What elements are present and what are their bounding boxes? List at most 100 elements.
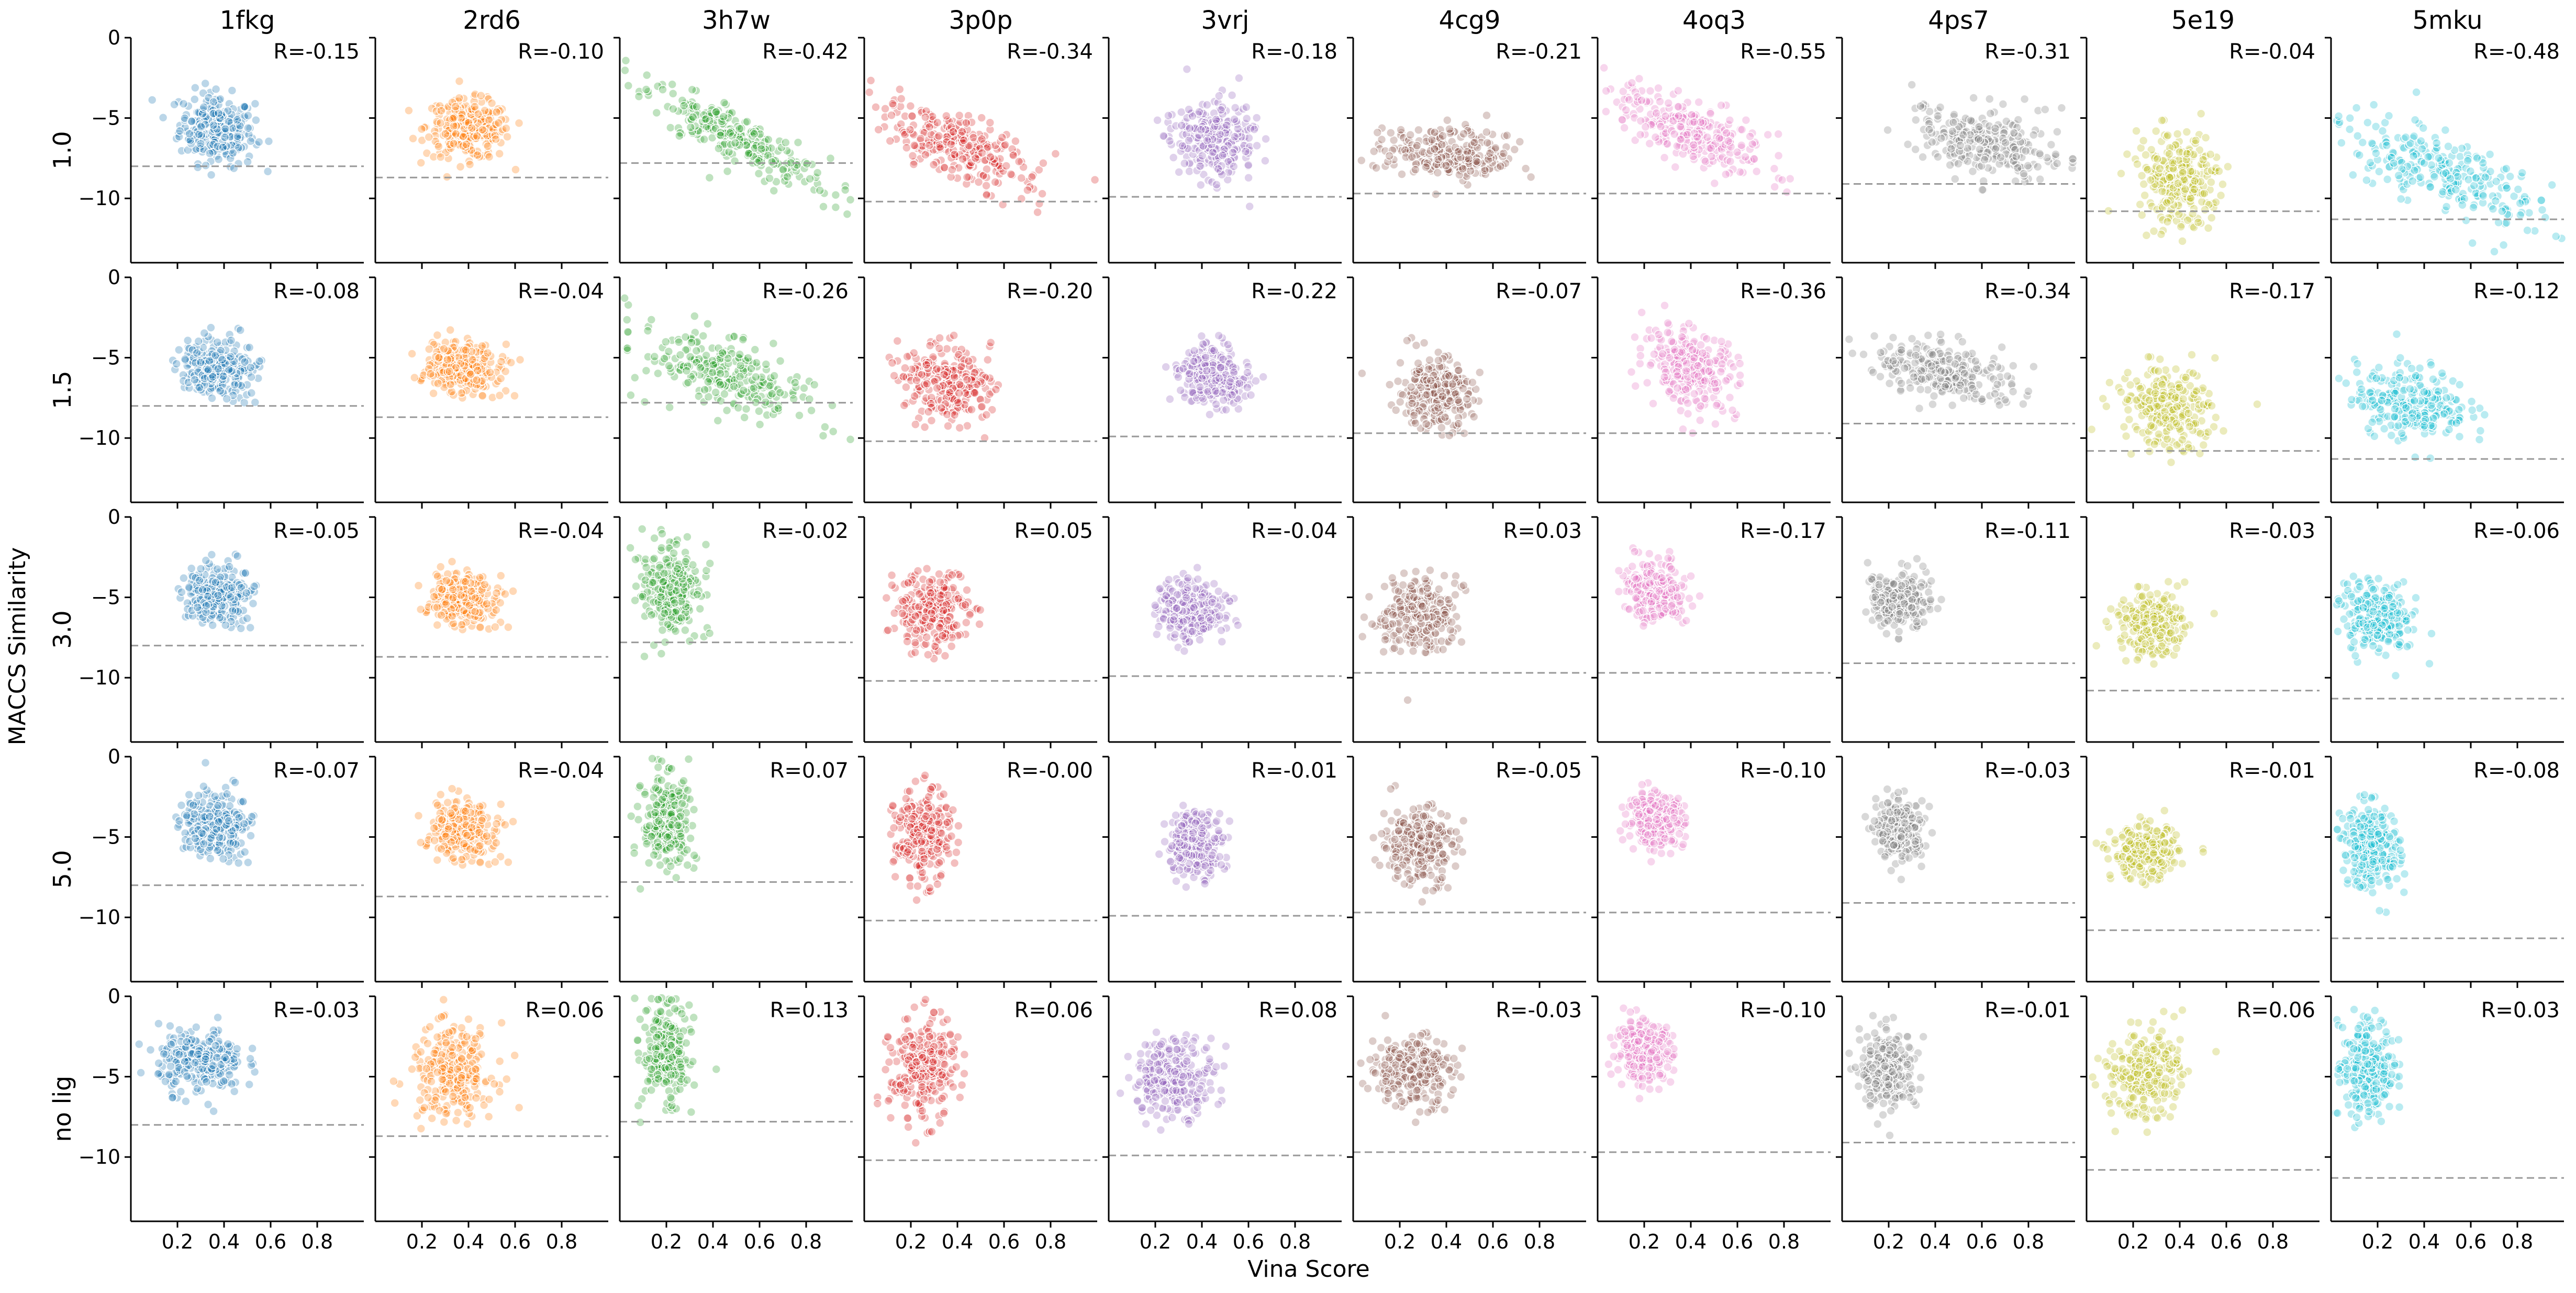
data-point [199, 103, 208, 111]
y-tick-label: 0 [108, 26, 120, 49]
correlation-label: R=-0.10 [518, 40, 604, 64]
data-point [755, 170, 763, 178]
data-point [244, 124, 252, 132]
data-point [622, 57, 630, 65]
panel-grid: 1fkg 2rd6 3h7w 3p0p 3vrj 4cg9 4oq3 4ps7 5e19 5mku… [48, 6, 2566, 1253]
data-point [659, 85, 667, 94]
data-point [202, 161, 210, 170]
data-point [462, 140, 471, 149]
data-point [493, 108, 501, 116]
data-point [229, 149, 237, 157]
data-point [159, 114, 168, 122]
data-point [251, 99, 259, 108]
data-point [705, 174, 713, 182]
data-point [207, 171, 216, 179]
data-point [485, 153, 494, 161]
data-point [494, 119, 503, 127]
row-label: 1.0 [48, 131, 76, 169]
data-point [843, 210, 851, 218]
data-point [197, 122, 205, 131]
data-point [437, 153, 445, 161]
column-title: 2rd6 [463, 6, 520, 35]
data-point [240, 103, 249, 111]
data-point [255, 138, 263, 146]
data-point [212, 85, 220, 93]
data-point [652, 109, 661, 117]
data-point [191, 95, 199, 104]
column-title: 3p0p [949, 6, 1012, 35]
data-point [473, 132, 481, 140]
data-point [221, 133, 229, 141]
y-tick-label: −5 [91, 107, 120, 130]
data-point [195, 130, 203, 139]
row-label: 1.5 [48, 370, 76, 409]
data-point [209, 121, 218, 129]
data-point [180, 99, 188, 108]
data-point [467, 124, 476, 132]
data-point [624, 82, 632, 90]
data-point [437, 119, 445, 127]
data-point [409, 134, 417, 143]
data-point [621, 66, 629, 75]
data-point [495, 150, 504, 158]
data-point [502, 124, 510, 132]
data-point [669, 89, 677, 98]
data-point [731, 157, 739, 165]
data-point [221, 125, 229, 133]
data-point [201, 80, 209, 88]
data-point [723, 167, 732, 175]
data-point [434, 142, 443, 151]
data-point [635, 92, 643, 100]
data-point [244, 111, 252, 120]
data-point [215, 109, 223, 117]
data-point [451, 103, 460, 111]
data-point [252, 116, 260, 125]
data-point [196, 140, 205, 148]
point-group [405, 77, 523, 181]
data-point [503, 132, 511, 141]
data-point [471, 103, 479, 111]
data-point [831, 203, 840, 211]
data-point [148, 96, 157, 104]
data-point [819, 203, 828, 211]
data-point [264, 137, 273, 145]
data-point [484, 142, 492, 150]
data-point [191, 84, 199, 92]
data-point [185, 130, 194, 138]
data-point [846, 196, 855, 204]
panel: R=-0.10 [369, 38, 608, 269]
row-label: 3.0 [48, 610, 76, 648]
data-point [666, 123, 675, 132]
column-title: 1fkg [220, 6, 275, 35]
data-point [441, 130, 450, 138]
data-point [488, 99, 496, 107]
data-point [230, 164, 238, 173]
panel: R=-0.42 [614, 38, 855, 269]
panel: 0−5−10R=-0.15 [79, 26, 364, 269]
data-point [264, 167, 272, 176]
data-point [170, 100, 179, 109]
data-point [831, 191, 840, 199]
data-point [827, 154, 835, 163]
data-point [515, 119, 523, 127]
column-title: 5mku [2412, 6, 2482, 35]
data-point [455, 77, 464, 85]
data-point [477, 92, 485, 100]
data-point [417, 159, 425, 167]
column-title: 4cg9 [1439, 6, 1501, 35]
data-point [194, 163, 202, 172]
data-point [688, 85, 696, 94]
data-point [243, 158, 252, 166]
data-point [473, 151, 482, 159]
data-point [209, 98, 218, 106]
column-title: 4ps7 [1928, 6, 1989, 35]
row-label: no lig [48, 1076, 76, 1142]
data-point [176, 127, 184, 135]
data-point [405, 106, 413, 115]
data-point [247, 137, 255, 145]
data-point [233, 132, 242, 140]
data-point [675, 132, 684, 140]
column-title: 3vrj [1201, 6, 1249, 35]
data-point [215, 155, 223, 164]
correlation-label: R=-0.15 [273, 40, 360, 64]
